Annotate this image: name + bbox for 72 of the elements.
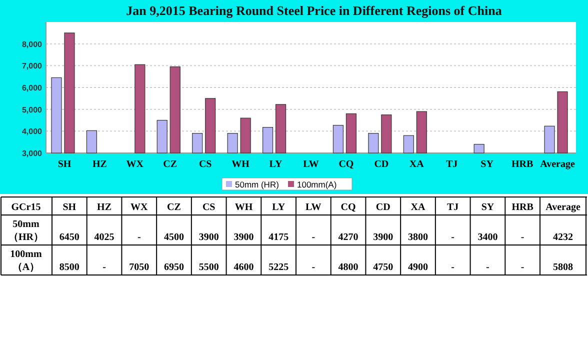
text: GCr15 [11,202,41,213]
category-label: HRB [512,202,534,213]
y-tick-label: 5,000 [22,105,43,114]
category-label: Average [546,202,580,213]
y-tick-label: 8,000 [22,40,43,49]
x-tick-label: Average [540,159,576,170]
text: - [312,232,316,243]
text: - [486,262,490,273]
x-tick-label: CQ [338,159,354,170]
data-label: 5500 [198,262,219,273]
data-label: 6950 [164,262,184,273]
data-label: 4600 [234,262,254,273]
data-label: 3800 [408,232,428,243]
y-tick-label: 6,000 [22,84,43,92]
category-label: TJ [447,202,459,213]
x-tick-label: CS [198,159,212,170]
category-label: LW [306,202,322,213]
chart-title: Jan 9,2015 Bearing Round Steel Price in Different Regions of China [126,3,502,18]
text: - [312,262,316,273]
data-label: 7050 [129,262,150,273]
category-label: WX [130,202,148,213]
x-tick-label: CZ [163,159,178,170]
data-label: 3900 [373,232,394,243]
x-tick-label: HZ [92,159,108,170]
category-label: SH [62,202,76,213]
data-label: 4900 [408,262,428,273]
legend-label: 100mm(A) [297,180,337,190]
text: 100mm（A） [10,249,42,273]
data-label: 4270 [338,232,358,243]
x-tick-label: SY [480,159,494,170]
data-label: 4175 [268,232,289,243]
text: - [451,262,455,273]
x-tick-label: WH [232,159,250,170]
x-tick-label: SH [58,159,72,170]
x-tick-label: WX [126,159,144,170]
x-tick-label: HRB [511,159,534,170]
data-label: 4232 [553,232,573,243]
category-label: LY [272,202,286,213]
x-tick-label: LW [303,159,319,170]
text: 50mm（HR） [8,219,44,243]
category-label: CD [376,202,390,213]
data-label: 3900 [198,232,219,243]
category-label: SY [481,202,494,213]
category-label: CS [202,202,216,213]
data-label: 3900 [234,232,254,243]
category-label: WH [234,202,253,213]
text: - [451,232,455,243]
text: - [520,232,524,243]
x-tick-label: XA [409,159,425,170]
category-label: CQ [340,202,356,213]
data-label: 8500 [59,262,80,273]
text: - [102,262,106,273]
data-label: 4800 [338,262,358,273]
y-tick-label: 3,000 [22,149,43,158]
category-label: CZ [167,202,181,213]
legend-label: 50mm (HR) [235,180,280,190]
data-label: 4025 [94,232,114,243]
category-label: XA [410,202,426,213]
data-label: 4500 [164,232,184,243]
category-label: HZ [97,202,112,213]
x-tick-label: CD [374,159,389,170]
data-label: 5225 [268,262,289,273]
x-tick-label: TJ [446,159,458,170]
data-label: 3400 [478,232,498,243]
data-label: 4750 [373,262,394,273]
data-label: 6450 [59,232,80,243]
y-tick-label: 4,000 [22,127,43,136]
text: - [520,262,524,273]
y-tick-label: 7,000 [22,62,43,71]
x-tick-label: LY [269,159,284,170]
text: - [137,232,141,243]
data-label: 5808 [553,262,573,273]
